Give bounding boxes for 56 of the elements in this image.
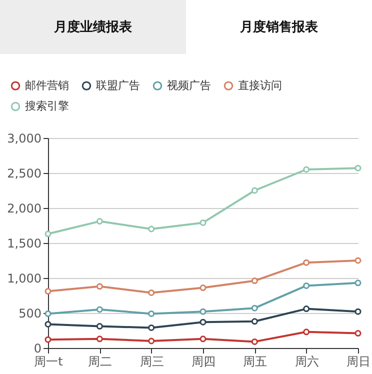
point (148, 289, 155, 296)
x-tick-label: 周日 (346, 354, 370, 368)
x-tick-label: 周一t (34, 354, 64, 368)
y-tick-label: 2,500 (7, 166, 42, 180)
y-tick-label: 3,000 (7, 132, 42, 146)
point (251, 338, 258, 345)
point (148, 338, 155, 344)
point (200, 219, 206, 226)
text: 月度销售报表 (239, 19, 319, 35)
point (354, 164, 362, 172)
point (96, 323, 103, 330)
x-tick-label: 周四 (192, 354, 216, 368)
y-tick-label: 1,000 (7, 272, 42, 286)
point (303, 282, 310, 289)
point (303, 328, 310, 336)
point (44, 336, 52, 343)
point (44, 310, 52, 317)
point (148, 310, 155, 317)
point (200, 318, 206, 326)
point (96, 336, 103, 342)
point (354, 280, 362, 286)
point (44, 320, 52, 328)
point (251, 187, 258, 194)
point (148, 226, 155, 232)
point (303, 166, 310, 173)
point (44, 288, 52, 295)
point (96, 218, 103, 225)
y-tick-label: 2,000 (7, 202, 42, 216)
point (200, 308, 206, 315)
point (148, 324, 155, 331)
point (303, 306, 310, 312)
point (354, 330, 362, 337)
point (96, 283, 103, 290)
y-tick-label: 1,500 (7, 236, 42, 250)
legend-label: 视频广告 (167, 78, 211, 92)
y-tick-label: 500 (18, 306, 42, 320)
y-tick-label: 0 (34, 342, 42, 356)
point (251, 304, 258, 312)
legend-label: 搜索引擎 (25, 100, 69, 112)
legend-label: 直接访问 (238, 78, 282, 92)
point (354, 257, 362, 264)
point (354, 308, 362, 315)
point (200, 284, 206, 292)
legend-label: 联盟广告 (96, 78, 140, 92)
x-tick-label: 周六 (294, 354, 319, 368)
x-tick-label: 周五 (243, 354, 268, 368)
legend-label: 邮件营销 (25, 78, 69, 92)
point (251, 318, 258, 325)
text: 月度业绩报表 (53, 19, 133, 35)
x-tick-label: 周二 (88, 354, 112, 368)
point (303, 259, 310, 266)
point (96, 306, 103, 313)
point (200, 336, 206, 342)
point (251, 278, 258, 284)
x-tick-label: 周三 (140, 354, 164, 368)
point (44, 230, 52, 238)
